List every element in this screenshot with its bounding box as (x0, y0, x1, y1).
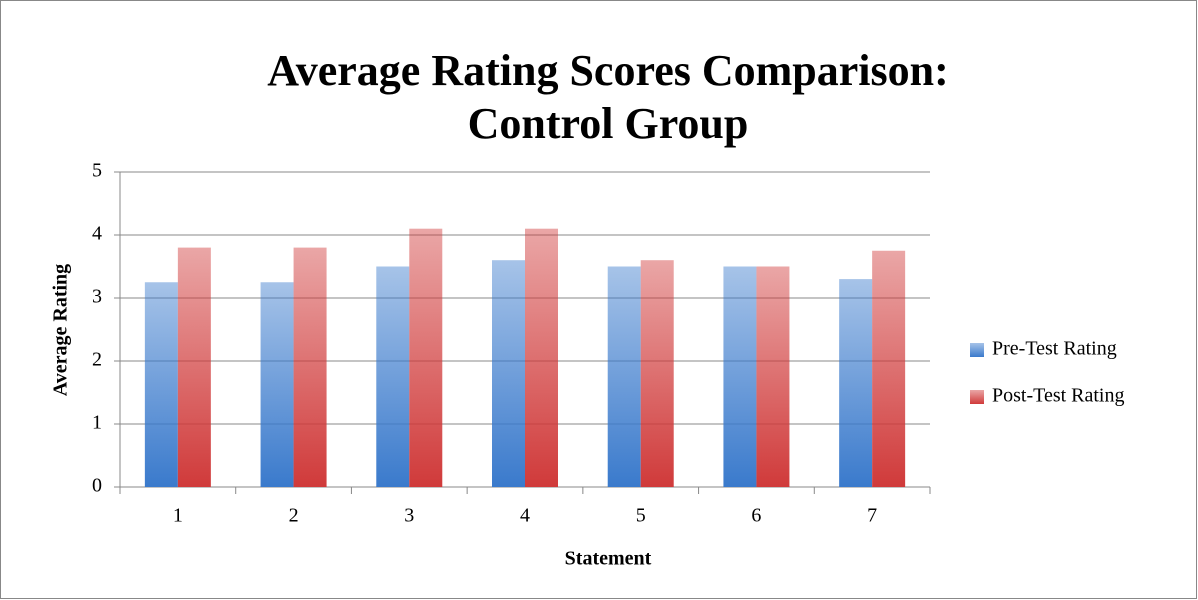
bar (640, 260, 674, 487)
x-axis-title: Statement (565, 548, 652, 570)
x-tick-label: 4 (520, 505, 530, 527)
legend-swatch (970, 343, 984, 357)
bar (144, 282, 178, 487)
x-tick-label: 3 (404, 505, 414, 527)
y-tick-label: 5 (92, 160, 102, 182)
y-tick-label: 2 (92, 349, 102, 371)
x-tick-label: 6 (751, 505, 761, 527)
legend-swatch (970, 390, 984, 404)
x-tick-label: 1 (173, 505, 183, 527)
bar (607, 266, 641, 487)
bar (839, 279, 873, 487)
bar (260, 282, 294, 487)
chart-title: Control Group (468, 99, 749, 148)
chart-title: Average Rating Scores Comparison: (267, 46, 949, 95)
legend-label: Pre-Test Rating (992, 338, 1117, 360)
y-tick-label: 1 (92, 412, 102, 434)
x-tick-label: 5 (636, 505, 646, 527)
bar (756, 266, 790, 487)
y-tick-label: 0 (92, 475, 102, 497)
bar (376, 266, 410, 487)
bar (723, 266, 757, 487)
bar (409, 228, 443, 487)
y-tick-label: 4 (92, 223, 102, 245)
legend-label: Post-Test Rating (992, 385, 1125, 407)
y-tick-label: 3 (92, 286, 102, 308)
x-tick-label: 7 (867, 505, 877, 527)
bar (872, 250, 906, 487)
bar (177, 247, 211, 487)
bar (525, 228, 558, 487)
bar (293, 247, 327, 487)
x-tick-label: 2 (289, 505, 299, 527)
bar (492, 260, 525, 487)
y-axis-title: Average Rating (50, 264, 72, 396)
